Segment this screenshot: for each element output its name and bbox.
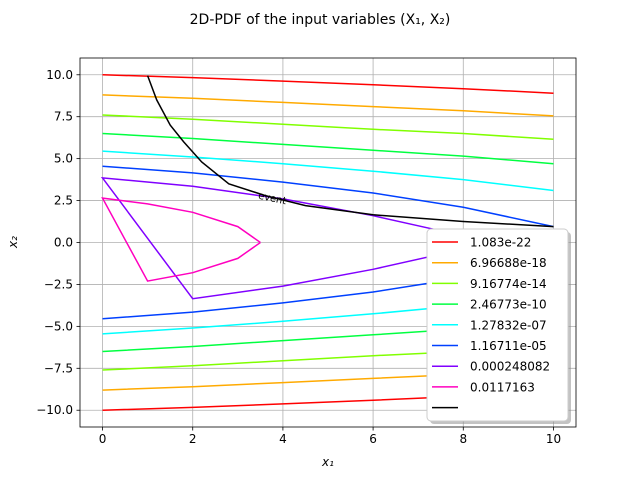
legend-label: 0.0117163 (470, 380, 535, 394)
x-tick-label: 4 (279, 432, 287, 446)
contour-line-upper-2 (102, 114, 554, 141)
legend-label: 2.46773e-10 (470, 298, 547, 312)
y-tick-label: 5.0 (54, 152, 73, 166)
legend-label: 9.16774e-14 (470, 277, 547, 291)
legend: 1.083e-22 6.96688e-18 9.16774e-14 2.46773e-… (426, 228, 571, 424)
y-tick-label: 10.0 (46, 68, 73, 82)
event-boundary-line (146, 75, 554, 228)
contour-line-upper-0 (102, 74, 554, 94)
x-tick-label: 8 (459, 432, 467, 446)
y-tick-label: −2.5 (44, 277, 73, 291)
contour-line-upper-1 (102, 94, 554, 117)
x-tick-label: 0 (99, 432, 107, 446)
y-tick-label: −7.5 (44, 361, 73, 375)
x-tick-label: 6 (369, 432, 377, 446)
y-tick-label: 0.0 (54, 236, 73, 250)
contour-line-upper-3 (102, 132, 554, 165)
contour-line-upper-5 (102, 165, 554, 228)
y-tick-label: 7.5 (54, 110, 73, 124)
y-tick-label: −5.0 (44, 319, 73, 333)
contour-line-closed-6 (100, 176, 473, 300)
legend-label: 1.16711e-05 (470, 339, 547, 353)
contour-line-closed-7 (101, 197, 261, 282)
legend-label: 1.27832e-07 (470, 318, 547, 332)
legend-box (426, 228, 569, 422)
x-axis-label: x₁ (321, 455, 334, 469)
x-axis-ticks: 0 2 4 6 8 10 (99, 427, 561, 446)
x-tick-label: 10 (546, 432, 561, 446)
legend-label: 0.000248082 (470, 360, 550, 374)
y-tick-label: 2.5 (54, 194, 73, 208)
y-tick-label: −10.0 (36, 403, 73, 417)
chart-title: 2D-PDF of the input variables (X₁, X₂) (190, 12, 451, 28)
y-axis-ticks: −10.0 −7.5 −5.0 −2.5 0.0 2.5 5.0 7.5 10.0 (36, 68, 80, 417)
legend-label: 1.083e-22 (470, 236, 531, 250)
x-tick-label: 2 (189, 432, 197, 446)
contour-line-upper-4 (102, 150, 554, 192)
y-axis-label: x₂ (6, 236, 20, 249)
legend-label: 6.96688e-18 (470, 256, 547, 270)
